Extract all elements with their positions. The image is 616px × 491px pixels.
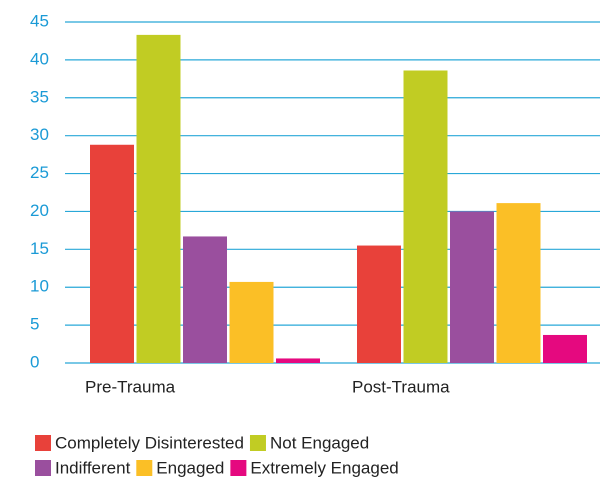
y-tick-label: 35 xyxy=(30,87,49,106)
y-tick-label: 10 xyxy=(30,277,49,296)
legend-label: Engaged xyxy=(156,458,224,477)
x-tick-label: Post-Trauma xyxy=(352,377,450,396)
y-tick-label: 45 xyxy=(30,11,49,30)
legend-label: Indifferent xyxy=(55,458,131,477)
legend-swatch xyxy=(35,435,51,451)
bar xyxy=(90,144,134,363)
legend-label: Completely Disinterested xyxy=(55,433,244,452)
bar xyxy=(450,211,494,363)
y-tick-label: 15 xyxy=(30,239,49,258)
y-tick-label: 40 xyxy=(30,49,49,68)
bar xyxy=(136,34,181,363)
bar xyxy=(403,70,448,364)
y-tick-label: 0 xyxy=(30,352,39,371)
bar xyxy=(183,236,227,363)
legend-swatch xyxy=(249,435,266,451)
legend-label: Not Engaged xyxy=(270,433,369,452)
bar xyxy=(357,245,401,363)
legend-label: Extremely Engaged xyxy=(250,458,398,477)
bar xyxy=(496,203,541,363)
bar xyxy=(543,334,587,363)
y-tick-label: 30 xyxy=(30,125,49,144)
legend-swatch xyxy=(35,460,51,476)
legend-swatch xyxy=(136,460,153,476)
y-tick-label: 5 xyxy=(30,315,39,334)
x-tick-label: Pre-Trauma xyxy=(85,377,176,396)
bar xyxy=(276,358,320,363)
y-tick-label: 20 xyxy=(30,201,49,220)
y-tick-label: 25 xyxy=(30,163,49,182)
bar xyxy=(229,281,274,363)
legend-swatch xyxy=(230,460,247,476)
